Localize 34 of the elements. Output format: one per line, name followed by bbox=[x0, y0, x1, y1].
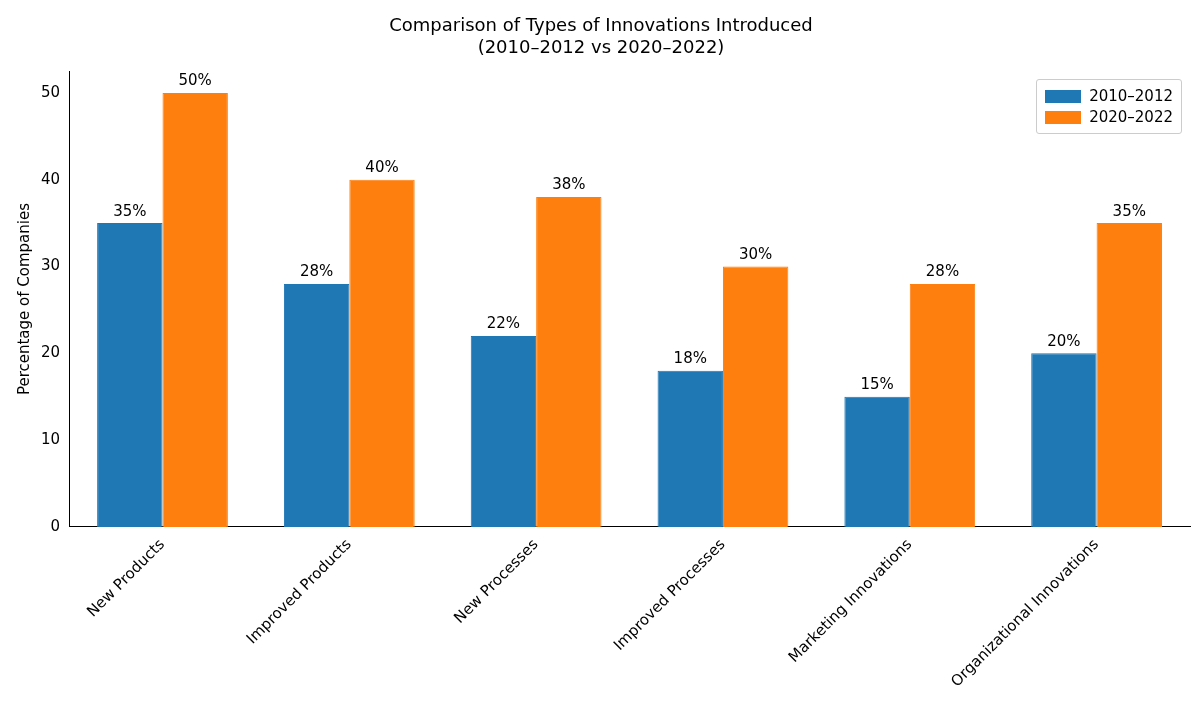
bar bbox=[1031, 353, 1097, 527]
y-axis-title: Percentage of Companies bbox=[14, 202, 33, 396]
chart-title: Comparison of Types of Innovations Introduced (2010–2012 vs 2020–2022) bbox=[389, 14, 813, 58]
data-label: 30% bbox=[738, 244, 773, 263]
bar bbox=[97, 223, 163, 527]
bar bbox=[536, 197, 602, 527]
bar bbox=[657, 370, 723, 527]
bar bbox=[162, 92, 228, 527]
y-tick-label: 40 bbox=[40, 169, 61, 188]
data-label: 22% bbox=[486, 314, 521, 333]
data-label: 50% bbox=[178, 71, 212, 90]
data-label: 35% bbox=[1112, 201, 1146, 220]
data-label: 38% bbox=[552, 175, 586, 194]
bar bbox=[844, 396, 910, 527]
bar bbox=[909, 283, 976, 527]
bar bbox=[722, 266, 789, 527]
y-tick-label: 50 bbox=[40, 82, 61, 101]
y-tick-label: 0 bbox=[50, 516, 61, 535]
data-label: 15% bbox=[860, 375, 894, 394]
data-label: 35% bbox=[113, 201, 147, 220]
bar bbox=[283, 283, 350, 527]
data-label: 40% bbox=[365, 158, 399, 177]
bar bbox=[470, 335, 537, 527]
data-label: 20% bbox=[1047, 331, 1081, 350]
bar bbox=[1096, 223, 1162, 527]
bar bbox=[349, 179, 415, 527]
y-tick-label: 30 bbox=[40, 256, 61, 275]
data-label: 28% bbox=[299, 262, 334, 281]
data-label: 18% bbox=[673, 349, 707, 368]
y-tick-label: 10 bbox=[40, 430, 61, 449]
legend-label: 2020–2022 bbox=[1089, 108, 1173, 127]
data-label: 28% bbox=[925, 262, 960, 281]
legend-label: 2010–2012 bbox=[1089, 87, 1173, 106]
y-tick-label: 20 bbox=[40, 343, 61, 362]
